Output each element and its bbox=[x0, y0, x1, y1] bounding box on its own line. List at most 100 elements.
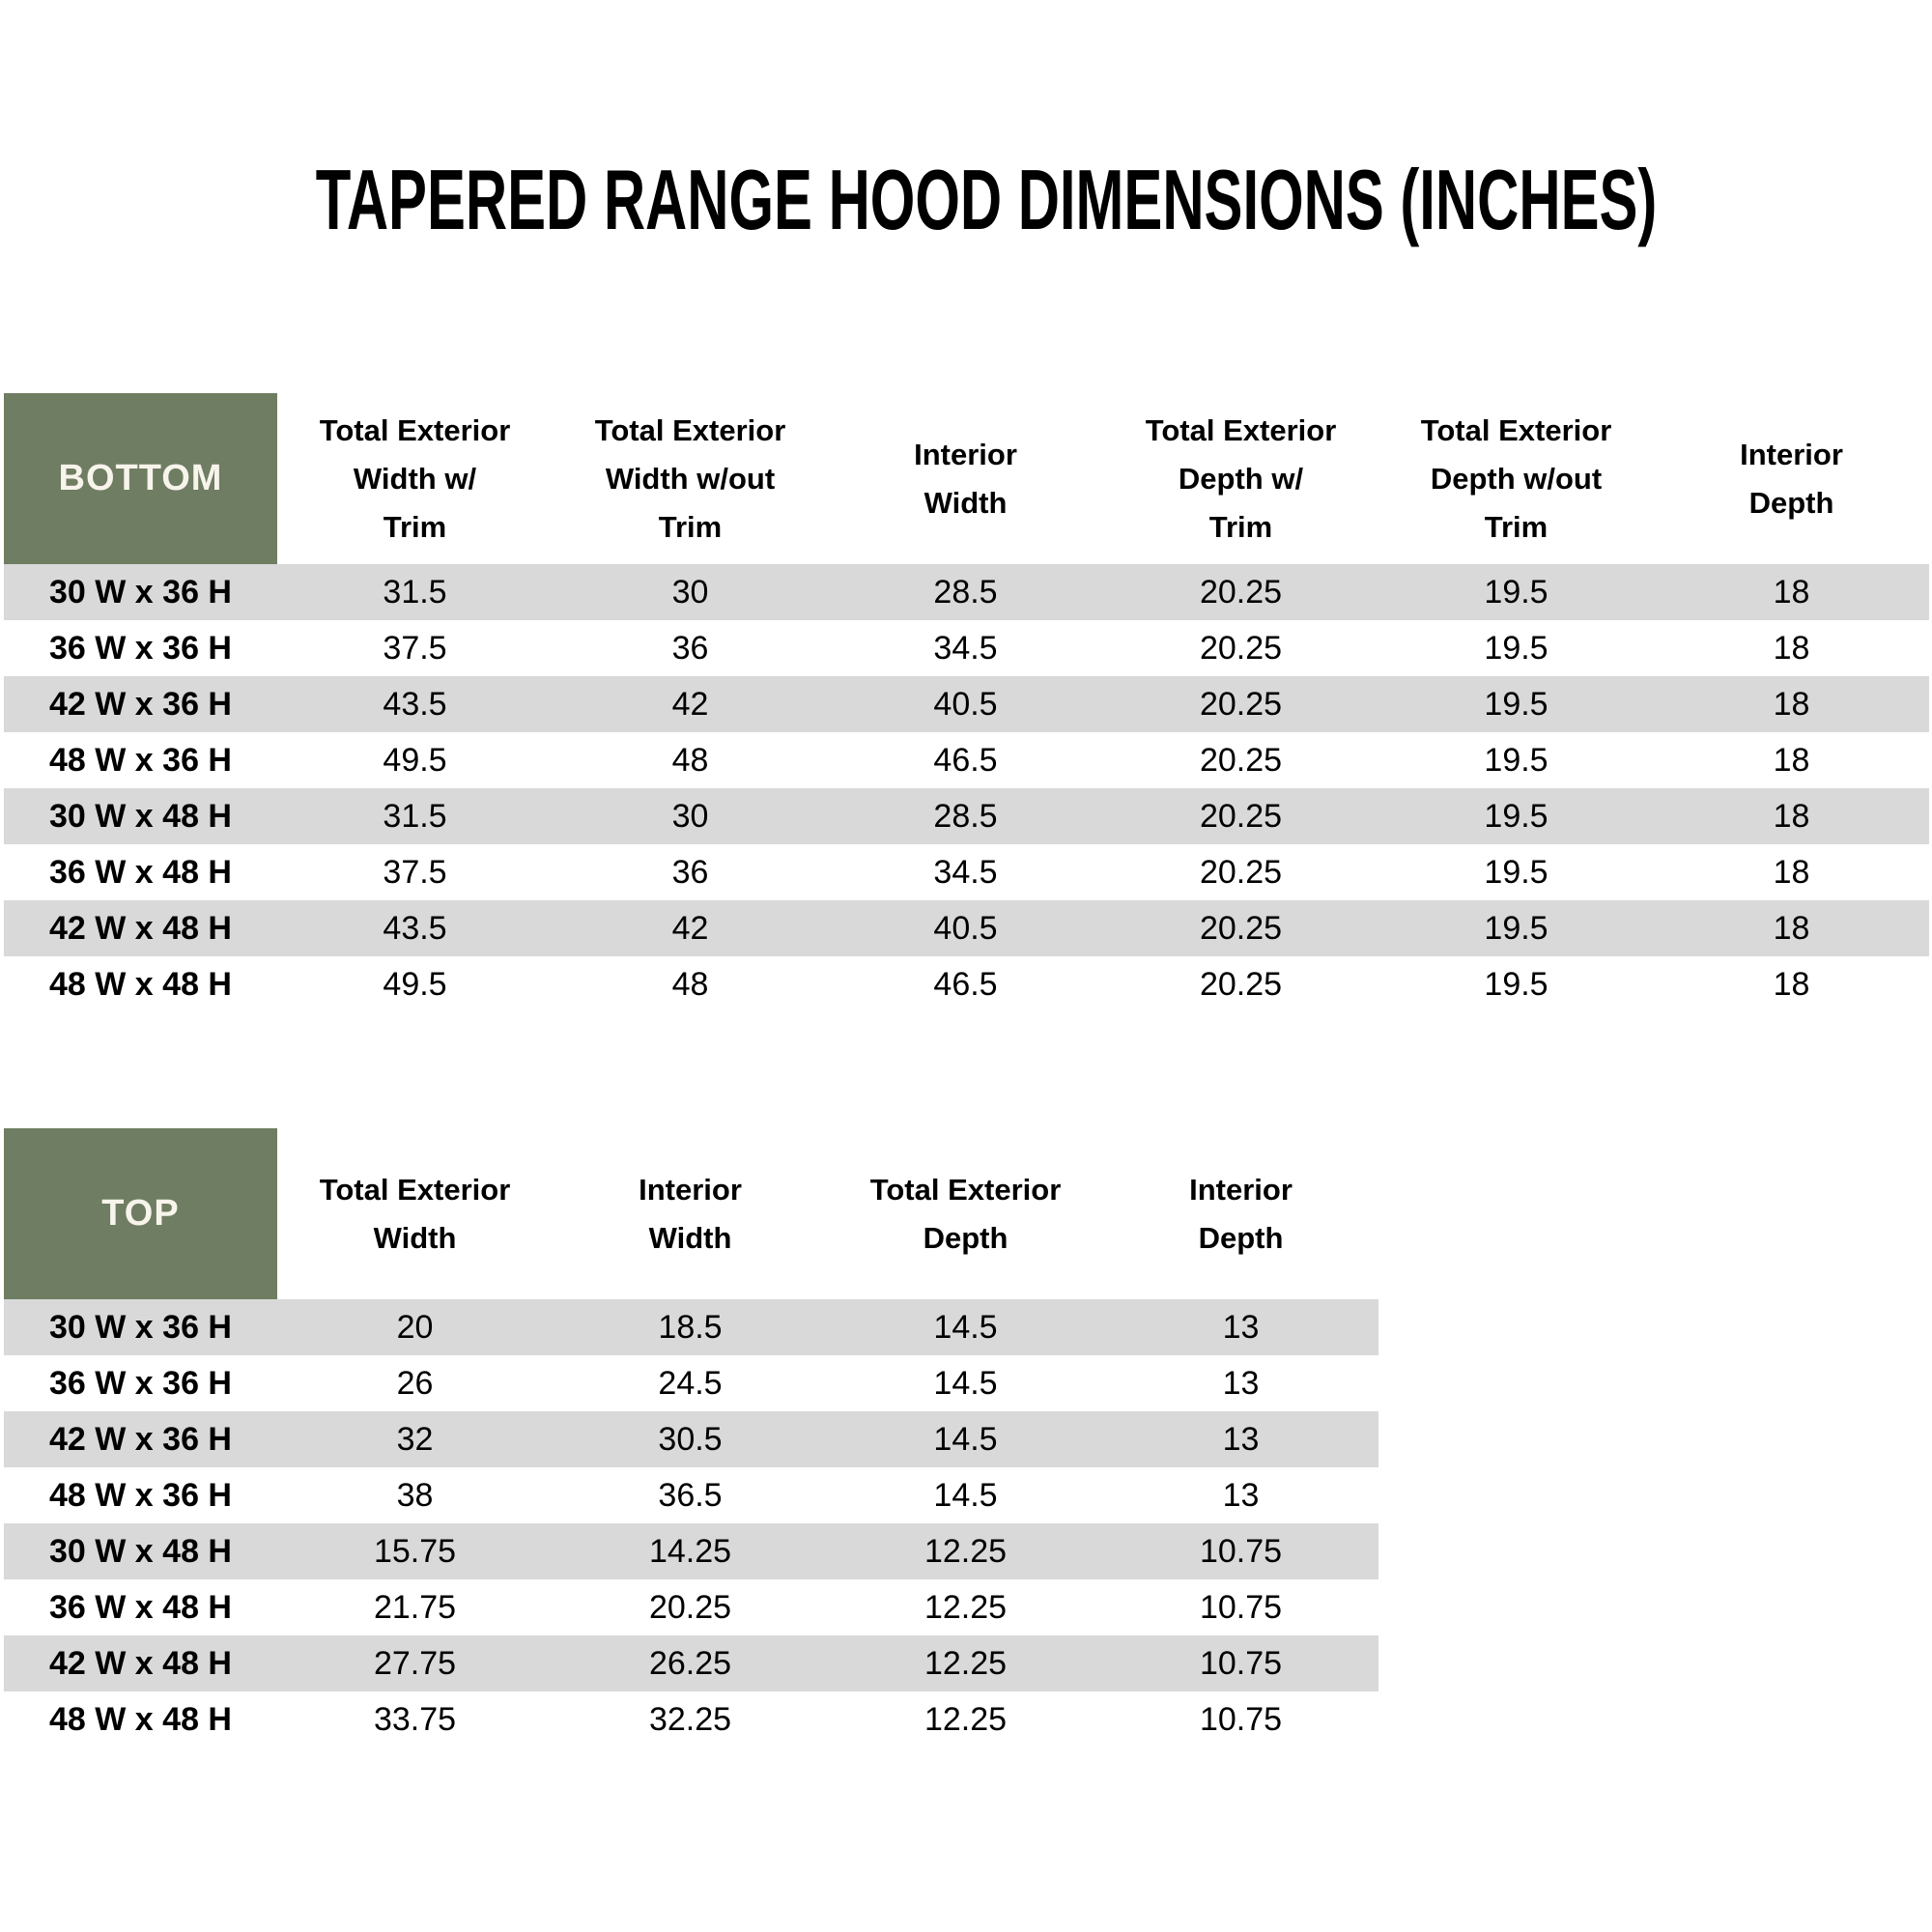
table-row: 42 W x 48 H 27.75 26.25 12.25 10.75 bbox=[4, 1635, 1378, 1691]
value-cell: 30.5 bbox=[658, 1420, 723, 1458]
table-row: 30 W x 36 H 20 18.5 14.5 13 bbox=[4, 1299, 1378, 1355]
table-row: 48 W x 48 H 33.75 32.25 12.25 10.75 bbox=[4, 1691, 1378, 1747]
value-cell: 19.5 bbox=[1484, 797, 1548, 835]
value-cell: 14.5 bbox=[933, 1476, 998, 1514]
value-cell: 14.5 bbox=[933, 1420, 998, 1458]
value-cell: 49.5 bbox=[383, 965, 447, 1003]
row-label: 48 W x 36 H bbox=[49, 741, 232, 779]
value-cell: 20.25 bbox=[1199, 685, 1283, 723]
value-cell: 10.75 bbox=[1199, 1644, 1283, 1682]
value-cell: 18 bbox=[1773, 573, 1810, 611]
value-cell: 13 bbox=[1222, 1420, 1260, 1458]
table-row: 48 W x 48 H 49.5 48 46.5 20.25 19.5 18 bbox=[4, 956, 1929, 1012]
value-cell: 46.5 bbox=[933, 741, 998, 779]
row-label: 48 W x 48 H bbox=[49, 965, 232, 1003]
value-cell: 28.5 bbox=[933, 573, 998, 611]
value-cell: 20.25 bbox=[1199, 629, 1283, 667]
value-cell: 20.25 bbox=[1199, 909, 1283, 947]
value-cell: 19.5 bbox=[1484, 965, 1548, 1003]
row-label: 42 W x 36 H bbox=[49, 1420, 232, 1458]
row-label: 36 W x 48 H bbox=[49, 853, 232, 891]
value-cell: 28.5 bbox=[933, 797, 998, 835]
row-label: 36 W x 36 H bbox=[49, 629, 232, 667]
row-label: 30 W x 36 H bbox=[49, 1308, 232, 1346]
row-label: 42 W x 48 H bbox=[49, 909, 232, 947]
table-row: 30 W x 48 H 15.75 14.25 12.25 10.75 bbox=[4, 1523, 1378, 1579]
value-cell: 10.75 bbox=[1199, 1700, 1283, 1738]
table-row: 36 W x 36 H 37.5 36 34.5 20.25 19.5 18 bbox=[4, 620, 1929, 676]
table-row: 42 W x 48 H 43.5 42 40.5 20.25 19.5 18 bbox=[4, 900, 1929, 956]
value-cell: 40.5 bbox=[933, 685, 998, 723]
column-header: Interior Depth bbox=[1189, 1172, 1293, 1255]
value-cell: 13 bbox=[1222, 1364, 1260, 1402]
value-cell: 14.5 bbox=[933, 1308, 998, 1346]
value-cell: 20.25 bbox=[1199, 797, 1283, 835]
value-cell: 26.25 bbox=[648, 1644, 732, 1682]
value-cell: 14.5 bbox=[933, 1364, 998, 1402]
table-row: 36 W x 48 H 21.75 20.25 12.25 10.75 bbox=[4, 1579, 1378, 1635]
value-cell: 18 bbox=[1773, 797, 1810, 835]
value-cell: 18 bbox=[1773, 741, 1810, 779]
value-cell: 19.5 bbox=[1484, 685, 1548, 723]
value-cell: 19.5 bbox=[1484, 853, 1548, 891]
value-cell: 37.5 bbox=[383, 629, 447, 667]
value-cell: 27.75 bbox=[373, 1644, 457, 1682]
value-cell: 21.75 bbox=[373, 1588, 457, 1626]
bottom-table-corner-label: BOTTOM bbox=[4, 393, 277, 564]
value-cell: 20.25 bbox=[1199, 741, 1283, 779]
value-cell: 37.5 bbox=[383, 853, 447, 891]
table-row: 30 W x 48 H 31.5 30 28.5 20.25 19.5 18 bbox=[4, 788, 1929, 844]
column-header: Total Exterior Width w/ Trim bbox=[319, 412, 511, 544]
table-row: 42 W x 36 H 32 30.5 14.5 13 bbox=[4, 1411, 1378, 1467]
column-header: Total Exterior Depth w/out Trim bbox=[1420, 412, 1612, 544]
value-cell: 18 bbox=[1773, 629, 1810, 667]
value-cell: 42 bbox=[671, 909, 709, 947]
value-cell: 14.25 bbox=[648, 1532, 732, 1570]
value-cell: 31.5 bbox=[383, 573, 447, 611]
top-dimensions-table: TOP Total Exterior Width Interior Width To… bbox=[4, 1128, 1378, 1747]
row-label: 30 W x 36 H bbox=[49, 573, 232, 611]
value-cell: 12.25 bbox=[923, 1644, 1008, 1682]
row-label: 36 W x 36 H bbox=[49, 1364, 232, 1402]
value-cell: 32.25 bbox=[648, 1700, 732, 1738]
value-cell: 24.5 bbox=[658, 1364, 723, 1402]
value-cell: 38 bbox=[396, 1476, 434, 1514]
bottom-dimensions-table: BOTTOM Total Exterior Width w/ Trim Total… bbox=[4, 393, 1929, 1012]
value-cell: 49.5 bbox=[383, 741, 447, 779]
top-table-header-row: TOP Total Exterior Width Interior Width To… bbox=[4, 1128, 1378, 1299]
value-cell: 20.25 bbox=[1199, 573, 1283, 611]
value-cell: 19.5 bbox=[1484, 573, 1548, 611]
table-row: 36 W x 48 H 37.5 36 34.5 20.25 19.5 18 bbox=[4, 844, 1929, 900]
value-cell: 34.5 bbox=[933, 853, 998, 891]
value-cell: 18 bbox=[1773, 685, 1810, 723]
row-label: 30 W x 48 H bbox=[49, 1532, 232, 1570]
value-cell: 20.25 bbox=[1199, 853, 1283, 891]
value-cell: 31.5 bbox=[383, 797, 447, 835]
value-cell: 36 bbox=[671, 853, 709, 891]
column-header: Total Exterior Width w/out Trim bbox=[594, 412, 786, 544]
value-cell: 20.25 bbox=[1199, 965, 1283, 1003]
table-row: 48 W x 36 H 38 36.5 14.5 13 bbox=[4, 1467, 1378, 1523]
column-header: Interior Depth bbox=[1740, 437, 1843, 520]
row-label: 36 W x 48 H bbox=[49, 1588, 232, 1626]
value-cell: 19.5 bbox=[1484, 741, 1548, 779]
value-cell: 43.5 bbox=[383, 685, 447, 723]
value-cell: 42 bbox=[671, 685, 709, 723]
column-header: Total Exterior Depth bbox=[869, 1172, 1062, 1255]
value-cell: 26 bbox=[396, 1364, 434, 1402]
value-cell: 18 bbox=[1773, 909, 1810, 947]
column-header: Total Exterior Depth w/ Trim bbox=[1145, 412, 1337, 544]
value-cell: 30 bbox=[671, 797, 709, 835]
value-cell: 10.75 bbox=[1199, 1588, 1283, 1626]
value-cell: 13 bbox=[1222, 1308, 1260, 1346]
value-cell: 43.5 bbox=[383, 909, 447, 947]
bottom-table-header-row: BOTTOM Total Exterior Width w/ Trim Total… bbox=[4, 393, 1929, 564]
row-label: 42 W x 36 H bbox=[49, 685, 232, 723]
value-cell: 13 bbox=[1222, 1476, 1260, 1514]
value-cell: 32 bbox=[396, 1420, 434, 1458]
value-cell: 36.5 bbox=[658, 1476, 723, 1514]
value-cell: 20.25 bbox=[648, 1588, 732, 1626]
value-cell: 19.5 bbox=[1484, 909, 1548, 947]
value-cell: 19.5 bbox=[1484, 629, 1548, 667]
page-title-text: TAPERED RANGE HOOD DIMENSIONS (INCHES) bbox=[315, 152, 1658, 247]
